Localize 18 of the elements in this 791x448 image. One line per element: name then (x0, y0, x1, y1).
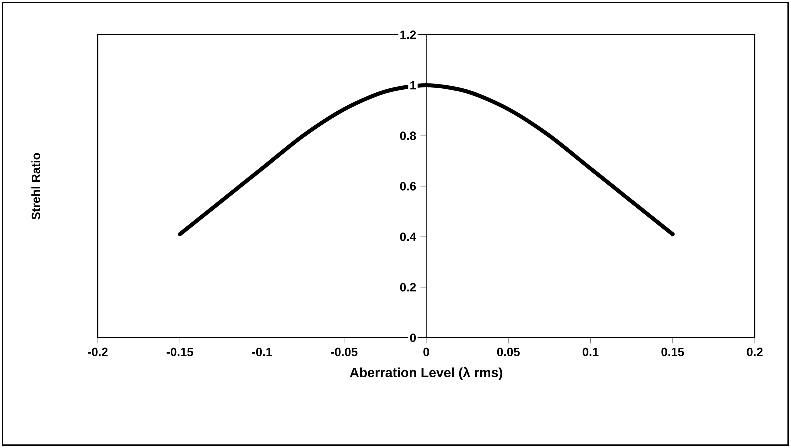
y-axis-title: Strehl Ratio (32, 153, 40, 220)
x-tick-label: -0.05 (331, 348, 358, 356)
x-tick-label: 0.2 (747, 348, 763, 356)
x-tick-label: 0 (424, 348, 430, 356)
y-tick-label: 0.4 (400, 232, 416, 242)
x-tick-label: 0.1 (582, 348, 599, 356)
y-tick-label: 1.2 (400, 30, 416, 40)
y-tick-label: 0 (410, 334, 416, 342)
y-tick-label: 0.2 (400, 283, 416, 292)
x-tick-label: 0.05 (497, 348, 520, 356)
x-tick-label: -0.1 (252, 348, 272, 356)
y-tick-label: 0.6 (400, 182, 416, 191)
y-tick-label: 1 (410, 81, 416, 90)
x-axis-title: Aberration Level (λ rms) (350, 367, 503, 380)
x-tick-label: -0.2 (88, 348, 108, 356)
x-tick-label: -0.15 (166, 348, 194, 356)
y-tick-label: 0.8 (400, 132, 416, 140)
x-tick-label: 0.15 (662, 348, 684, 356)
